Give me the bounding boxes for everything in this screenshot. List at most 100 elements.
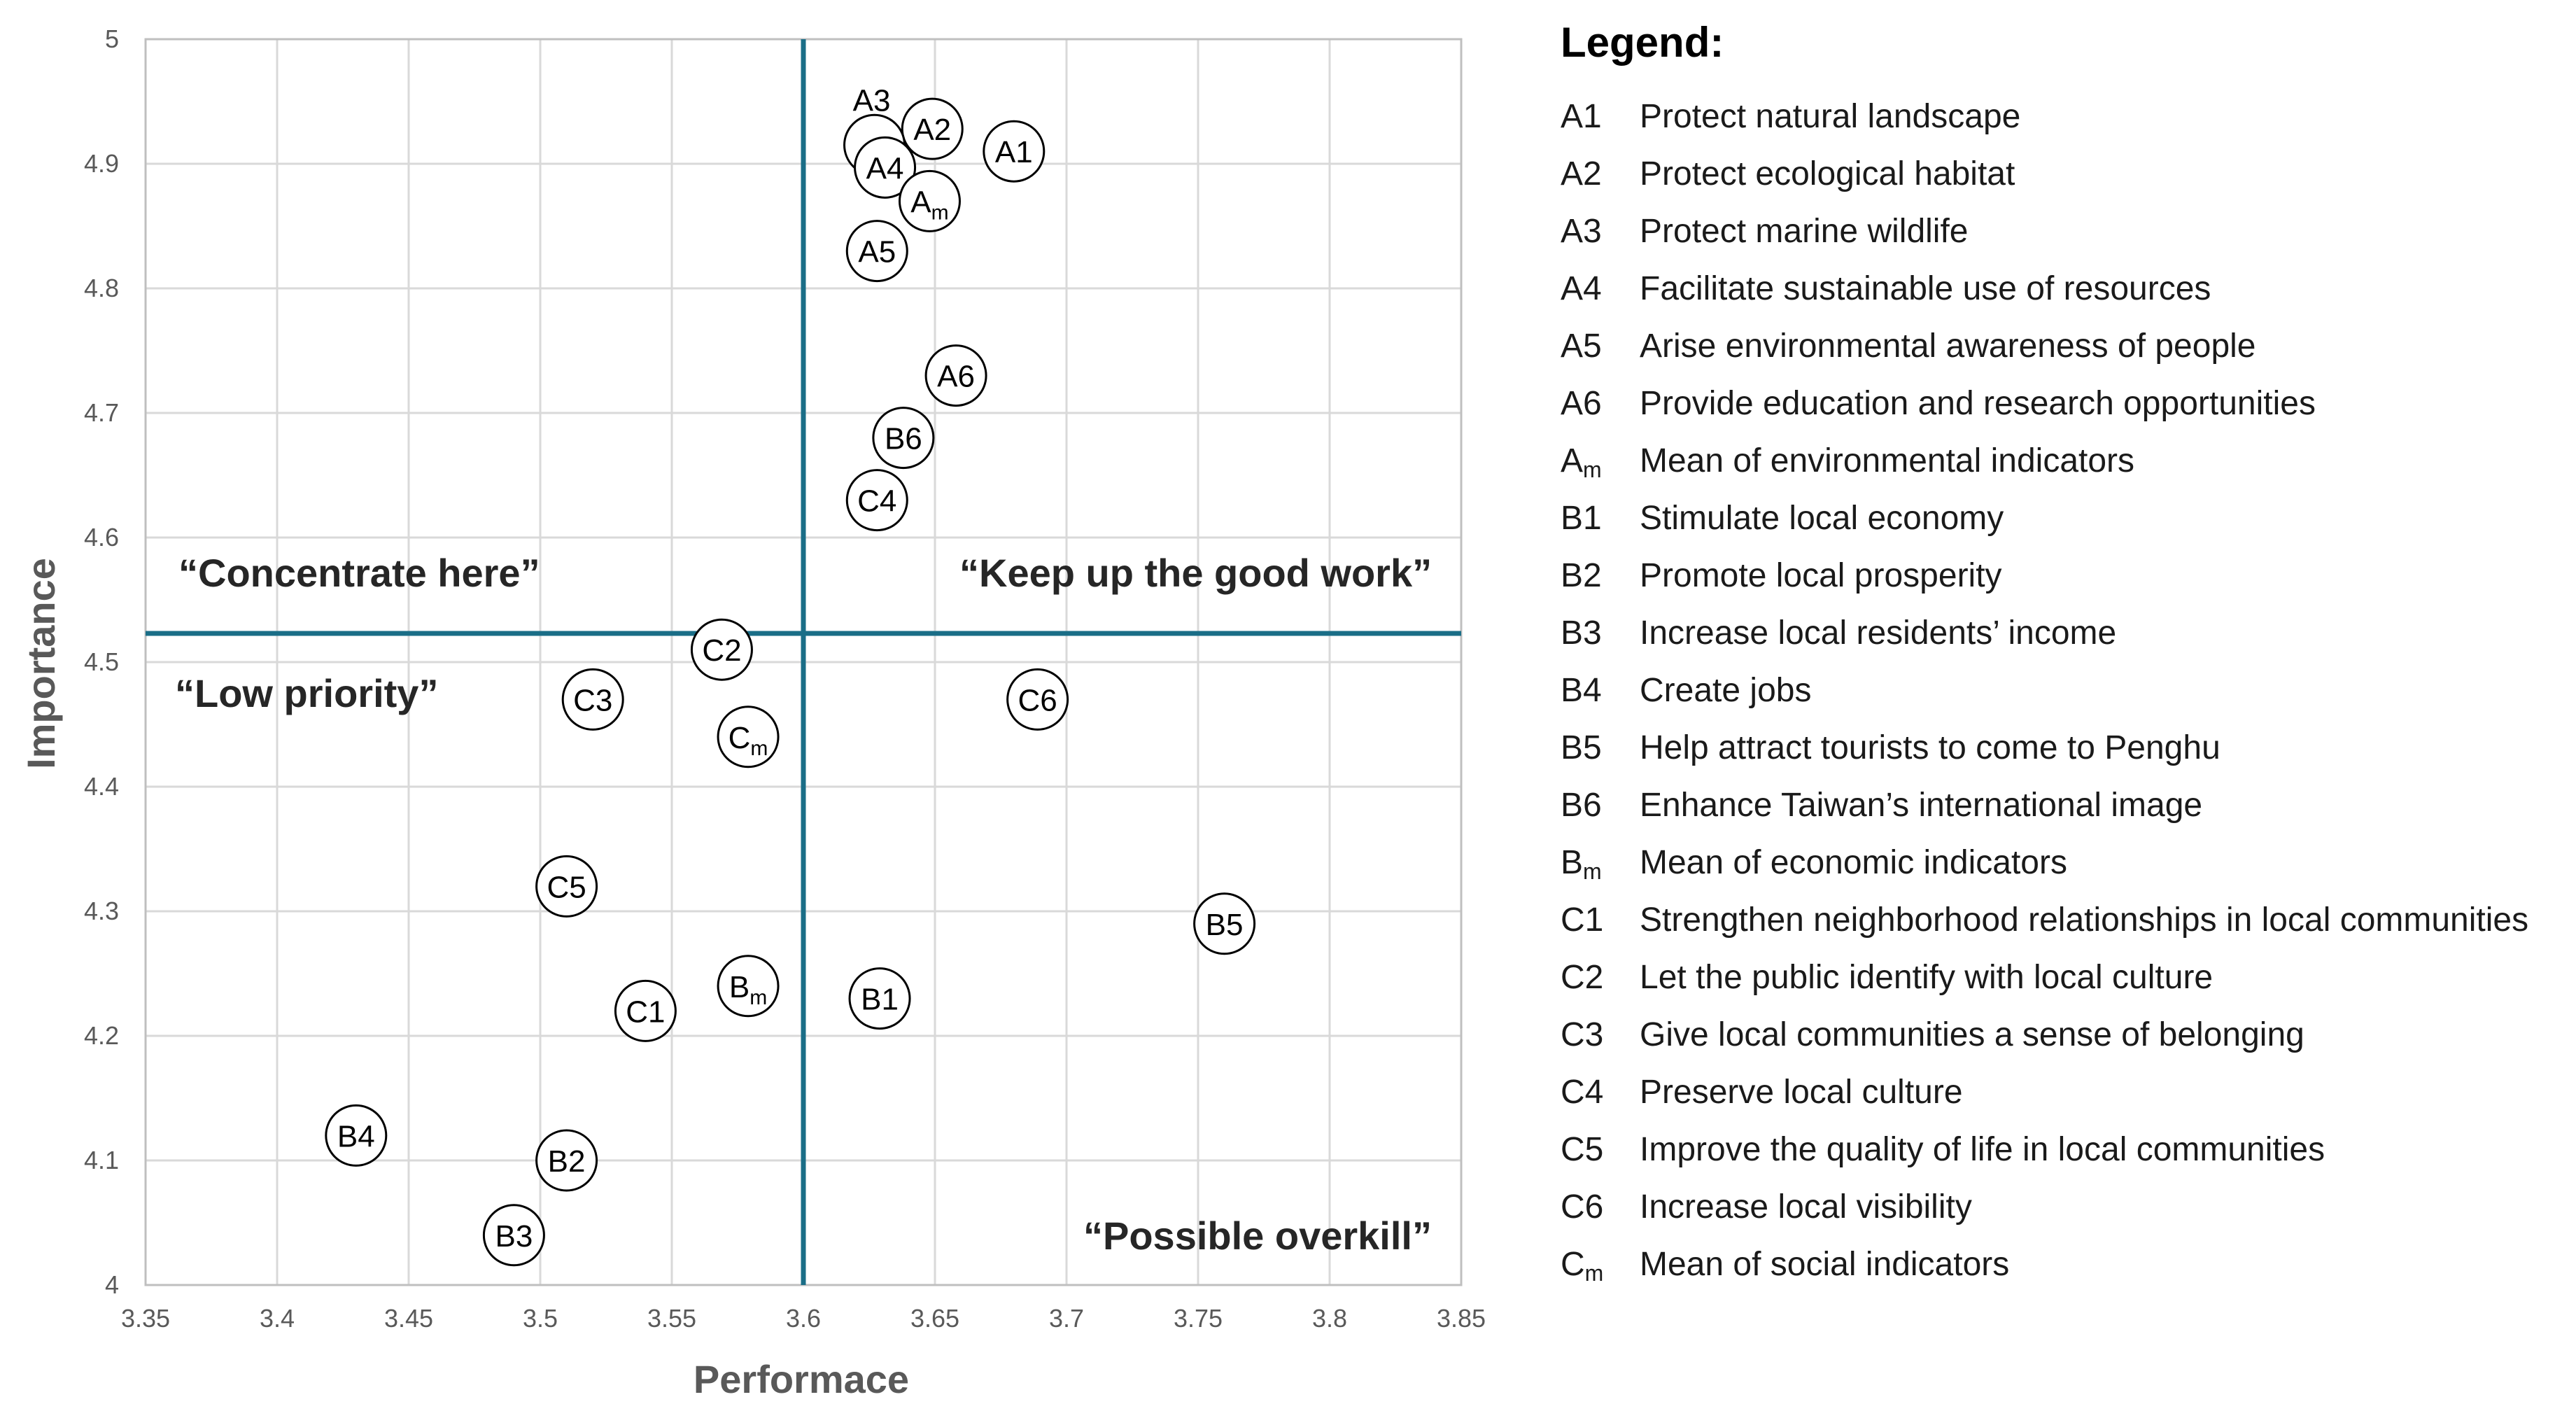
legend-code: B2 — [1561, 557, 1602, 594]
x-tick-label: 3.8 — [1312, 1304, 1347, 1333]
legend-item-b2: B2 Promote local prosperity — [1561, 547, 2568, 605]
point-label: A1 — [995, 135, 1033, 169]
data-point-b5: B5 — [1193, 892, 1256, 955]
data-point-c2: C2 — [690, 618, 753, 681]
y-tick-label: 4 — [105, 1270, 119, 1299]
point-label: B6 — [885, 422, 922, 456]
legend-description: Increase local visibility — [1640, 1188, 1972, 1226]
point-marker — [898, 169, 961, 232]
legend-item-a6: A6 Provide education and research opportu… — [1561, 375, 2568, 433]
legend-item-b4: B4 Create jobs — [1561, 662, 2568, 719]
data-point-a1: A1 — [983, 120, 1046, 183]
legend-description: Protect natural landscape — [1640, 98, 2021, 135]
legend-description: Arise environmental awareness of people — [1640, 328, 2256, 365]
legend-code: C3 — [1561, 1016, 1604, 1053]
y-tick-label: 4.6 — [84, 523, 119, 552]
legend-item-cm: Cm Mean of social indicators — [1561, 1236, 2568, 1293]
data-point-b6: B6 — [872, 407, 935, 470]
quadrant-labels: “Concentrate here” “Keep up the good wor… — [175, 551, 1432, 1258]
point-marker — [717, 706, 780, 768]
legend-item-c5: C5 Improve the quality of life in local c… — [1561, 1121, 2568, 1179]
legend-code: Am — [1561, 442, 1602, 482]
legend-code: A1 — [1561, 98, 1602, 135]
legend-item-b6: B6 Enhance Taiwan’s international image — [1561, 777, 2568, 834]
point-marker — [325, 1104, 388, 1167]
legend-item-a3: A3 Protect marine wildlife — [1561, 203, 2568, 260]
legend-description: Protect ecological habitat — [1640, 155, 2015, 192]
legend-description: Improve the quality of life in local com… — [1640, 1131, 2325, 1168]
quadrant-label-keep-up-good-work: “Keep up the good work” — [959, 551, 1432, 595]
legend-items: A1 Protect natural landscape A2 Protect eco… — [1561, 88, 2568, 1293]
y-tick-label: 4.7 — [84, 398, 119, 427]
legend-item-bm: Bm Mean of economic indicators — [1561, 834, 2568, 892]
legend-description: Protect marine wildlife — [1640, 213, 1969, 250]
legend-description: Stimulate local economy — [1640, 500, 2004, 537]
legend-code: A5 — [1561, 328, 1602, 365]
data-point-c6: C6 — [1006, 668, 1069, 731]
legend-description: Preserve local culture — [1640, 1074, 1963, 1111]
legend-item-c2: C2 Let the public identify with local cul… — [1561, 949, 2568, 1006]
legend-description: Create jobs — [1640, 672, 1812, 709]
legend-item-am: Am Mean of environmental indicators — [1561, 433, 2568, 490]
legend-code: B1 — [1561, 500, 1602, 537]
data-point-am: Am — [898, 169, 961, 232]
y-tick-label: 4.1 — [84, 1146, 119, 1174]
point-marker — [535, 1129, 598, 1192]
point-marker — [717, 955, 780, 1018]
point-label: A4 — [866, 151, 904, 185]
legend-description: Strengthen neighborhood relationships in… — [1640, 901, 2529, 939]
point-label: Bm — [729, 970, 767, 1009]
point-label: B5 — [1206, 908, 1244, 942]
data-point-b2: B2 — [535, 1129, 598, 1192]
quadrant-dividers — [146, 39, 1461, 1285]
point-marker — [924, 344, 987, 407]
x-tick-label: 3.85 — [1437, 1304, 1486, 1333]
y-tick-label: 4.8 — [84, 274, 119, 302]
point-marker — [535, 855, 598, 918]
legend-item-c1: C1 Strengthen neighborhood relationships … — [1561, 892, 2568, 949]
y-tick-label: 5 — [105, 24, 119, 53]
legend-description: Mean of economic indicators — [1640, 844, 2067, 881]
point-label: B4 — [337, 1119, 375, 1153]
legend-code: C5 — [1561, 1131, 1604, 1168]
point-label: C2 — [702, 633, 741, 668]
y-axis-title: Importance — [19, 558, 63, 769]
legend-code: B4 — [1561, 672, 1602, 709]
point-label: A3 — [853, 83, 891, 118]
legend-code: B6 — [1561, 787, 1602, 824]
legend-code: C4 — [1561, 1074, 1604, 1111]
point-label: C4 — [857, 484, 896, 519]
point-marker — [1193, 892, 1256, 955]
legend-code: Cm — [1561, 1246, 1604, 1286]
legend-description: Give local communities a sense of belong… — [1640, 1016, 2304, 1053]
data-point-c5: C5 — [535, 855, 598, 918]
point-label: B1 — [861, 983, 899, 1017]
point-label: C5 — [547, 870, 586, 904]
legend: Legend: A1 Protect natural landscape A2 Pro… — [1561, 17, 2568, 1293]
y-tick-label: 4.2 — [84, 1021, 119, 1050]
point-marker — [845, 469, 908, 532]
x-tick-label: 3.7 — [1049, 1304, 1084, 1333]
legend-code: B5 — [1561, 729, 1602, 766]
legend-item-a2: A2 Protect ecological habitat — [1561, 146, 2568, 203]
legend-code: C2 — [1561, 959, 1604, 996]
point-label: C6 — [1018, 683, 1057, 717]
point-marker — [1006, 668, 1069, 731]
x-tick-label: 3.65 — [910, 1304, 959, 1333]
point-label: B3 — [495, 1219, 533, 1254]
x-tick-label: 3.5 — [523, 1304, 558, 1333]
point-marker — [854, 136, 917, 199]
point-marker — [690, 618, 753, 681]
legend-description: Provide education and research opportuni… — [1640, 385, 2316, 422]
data-point-a2: A2 — [901, 97, 964, 160]
point-label: A5 — [858, 235, 896, 269]
legend-code: Bm — [1561, 844, 1602, 884]
point-marker — [901, 97, 964, 160]
data-point-b4: B4 — [325, 1104, 388, 1167]
legend-code: A4 — [1561, 270, 1602, 307]
legend-description: Mean of social indicators — [1640, 1246, 2010, 1283]
legend-item-b1: B1 Stimulate local economy — [1561, 490, 2568, 547]
data-point-b1: B1 — [848, 967, 911, 1030]
x-tick-labels: 3.35 3.4 3.45 3.5 3.55 3.6 3.65 3.7 3.75 3.8 3.85 — [121, 1304, 1486, 1333]
